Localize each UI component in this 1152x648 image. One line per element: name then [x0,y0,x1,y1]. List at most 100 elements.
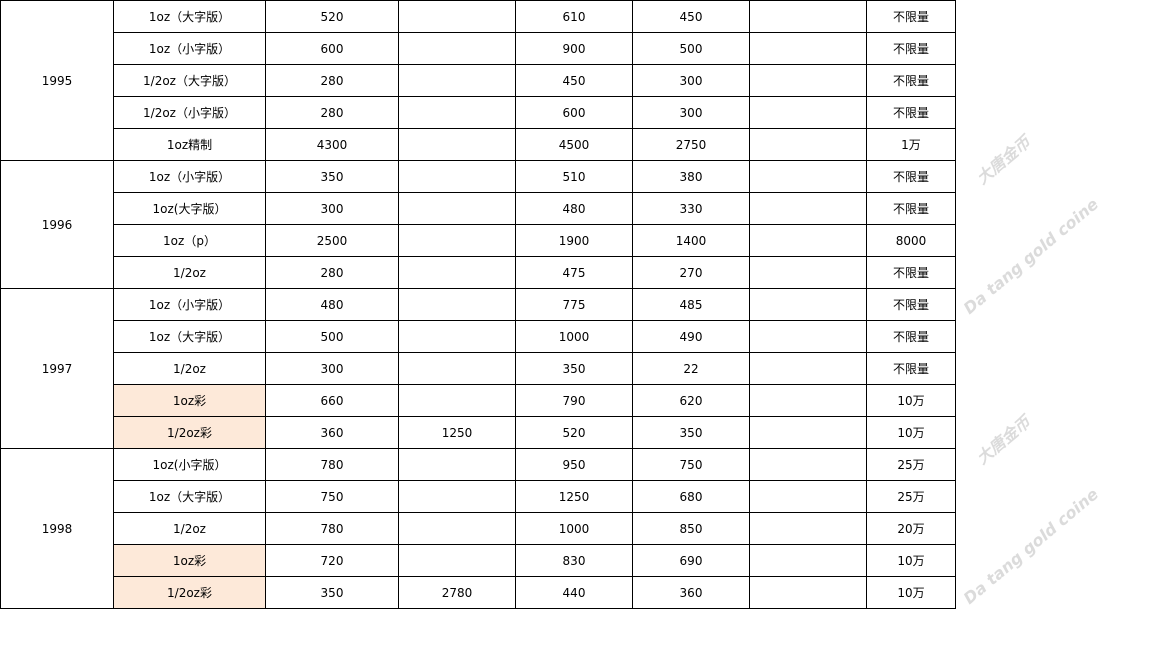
value-cell: 300 [265,352,399,385]
value-cell [398,480,516,513]
coin-name-cell: 1/2oz（大字版） [113,64,266,97]
value-cell [398,64,516,97]
value-cell: 610 [515,0,633,33]
value-cell: 1400 [632,224,750,257]
value-cell [749,352,867,385]
watermark-cn: 大唐金币 [972,132,1035,188]
value-cell [749,320,867,353]
value-cell: 750 [632,448,750,481]
value-cell: 350 [265,160,399,193]
value-cell: 300 [632,64,750,97]
value-cell: 2500 [265,224,399,257]
value-cell: 300 [632,96,750,129]
value-cell: 280 [265,96,399,129]
value-cell: 10万 [866,384,956,417]
value-cell: 520 [265,0,399,33]
value-cell: 790 [515,384,633,417]
value-cell: 10万 [866,576,956,609]
value-cell [398,320,516,353]
coin-name-cell: 1/2oz彩 [113,416,266,449]
value-cell: 不限量 [866,256,956,289]
value-cell: 490 [632,320,750,353]
coin-name-cell: 1oz（小字版） [113,160,266,193]
coin-name-cell: 1/2oz（小字版） [113,96,266,129]
value-cell: 775 [515,288,633,321]
value-cell: 500 [632,32,750,65]
value-cell: 900 [515,32,633,65]
coin-name-cell: 1oz（小字版） [113,32,266,65]
value-cell: 280 [265,256,399,289]
table-row: 1oz(大字版） 300 480 330 不限量 [1,192,956,225]
value-cell: 450 [515,64,633,97]
value-cell: 1900 [515,224,633,257]
value-cell: 1000 [515,512,633,545]
value-cell [398,96,516,129]
value-cell [398,192,516,225]
table-row: 1/2oz 780 1000 850 20万 [1,512,956,545]
value-cell: 520 [515,416,633,449]
watermark-en: Da tang gold coine [959,194,1102,318]
value-cell: 2780 [398,576,516,609]
table-row: 1oz彩 720 830 690 10万 [1,544,956,577]
table-row: 1/2oz彩 360 1250 520 350 10万 [1,416,956,449]
value-cell: 300 [265,192,399,225]
value-cell [749,0,867,33]
value-cell [749,512,867,545]
value-cell: 10万 [866,544,956,577]
value-cell: 270 [632,256,750,289]
value-cell: 25万 [866,448,956,481]
value-cell [398,384,516,417]
value-cell: 830 [515,544,633,577]
coin-name-cell: 1oz精制 [113,128,266,161]
value-cell: 350 [515,352,633,385]
value-cell [749,128,867,161]
value-cell: 20万 [866,512,956,545]
value-cell: 510 [515,160,633,193]
coin-name-cell: 1oz彩 [113,544,266,577]
value-cell: 850 [632,512,750,545]
value-cell [398,288,516,321]
value-cell: 480 [265,288,399,321]
value-cell [398,448,516,481]
value-cell [749,96,867,129]
value-cell: 1万 [866,128,956,161]
table-row: 1oz精制 4300 4500 2750 1万 [1,128,956,161]
value-cell: 不限量 [866,192,956,225]
table-row: 1oz彩 660 790 620 10万 [1,384,956,417]
year-cell: 1996 [0,160,114,289]
value-cell [749,480,867,513]
coin-name-cell: 1oz(大字版） [113,192,266,225]
value-cell: 500 [265,320,399,353]
value-cell: 330 [632,192,750,225]
value-cell [398,544,516,577]
value-cell: 660 [265,384,399,417]
value-cell: 475 [515,256,633,289]
value-cell [398,512,516,545]
table-row: 1oz（大字版） 750 1250 680 25万 [1,480,956,513]
value-cell: 690 [632,544,750,577]
value-cell [398,224,516,257]
value-cell [749,64,867,97]
value-cell: 440 [515,576,633,609]
value-cell [749,32,867,65]
value-cell: 350 [265,576,399,609]
table-row: 1998 1oz(小字版） 780 950 750 25万 [0,448,956,609]
value-cell: 720 [265,544,399,577]
value-cell [749,576,867,609]
value-cell: 8000 [866,224,956,257]
coin-name-cell: 1oz（大字版） [113,0,266,33]
value-cell: 680 [632,480,750,513]
table-row: 1995 1oz（大字版） 520 610 450 不限量 [0,0,956,161]
coin-price-table: 1995 1oz（大字版） 520 610 450 不限量 1oz（小字版） 600 900 50… [0,0,956,609]
value-cell: 不限量 [866,96,956,129]
value-cell [749,192,867,225]
value-cell: 450 [632,0,750,33]
table-row: 1996 1oz（小字版） 350 510 380 不限量 [0,160,956,289]
value-cell: 280 [265,64,399,97]
year-cell: 1998 [0,448,114,609]
value-cell: 2750 [632,128,750,161]
coin-name-cell: 1oz（大字版） [113,320,266,353]
value-cell: 4500 [515,128,633,161]
value-cell: 620 [632,384,750,417]
value-cell: 10万 [866,416,956,449]
